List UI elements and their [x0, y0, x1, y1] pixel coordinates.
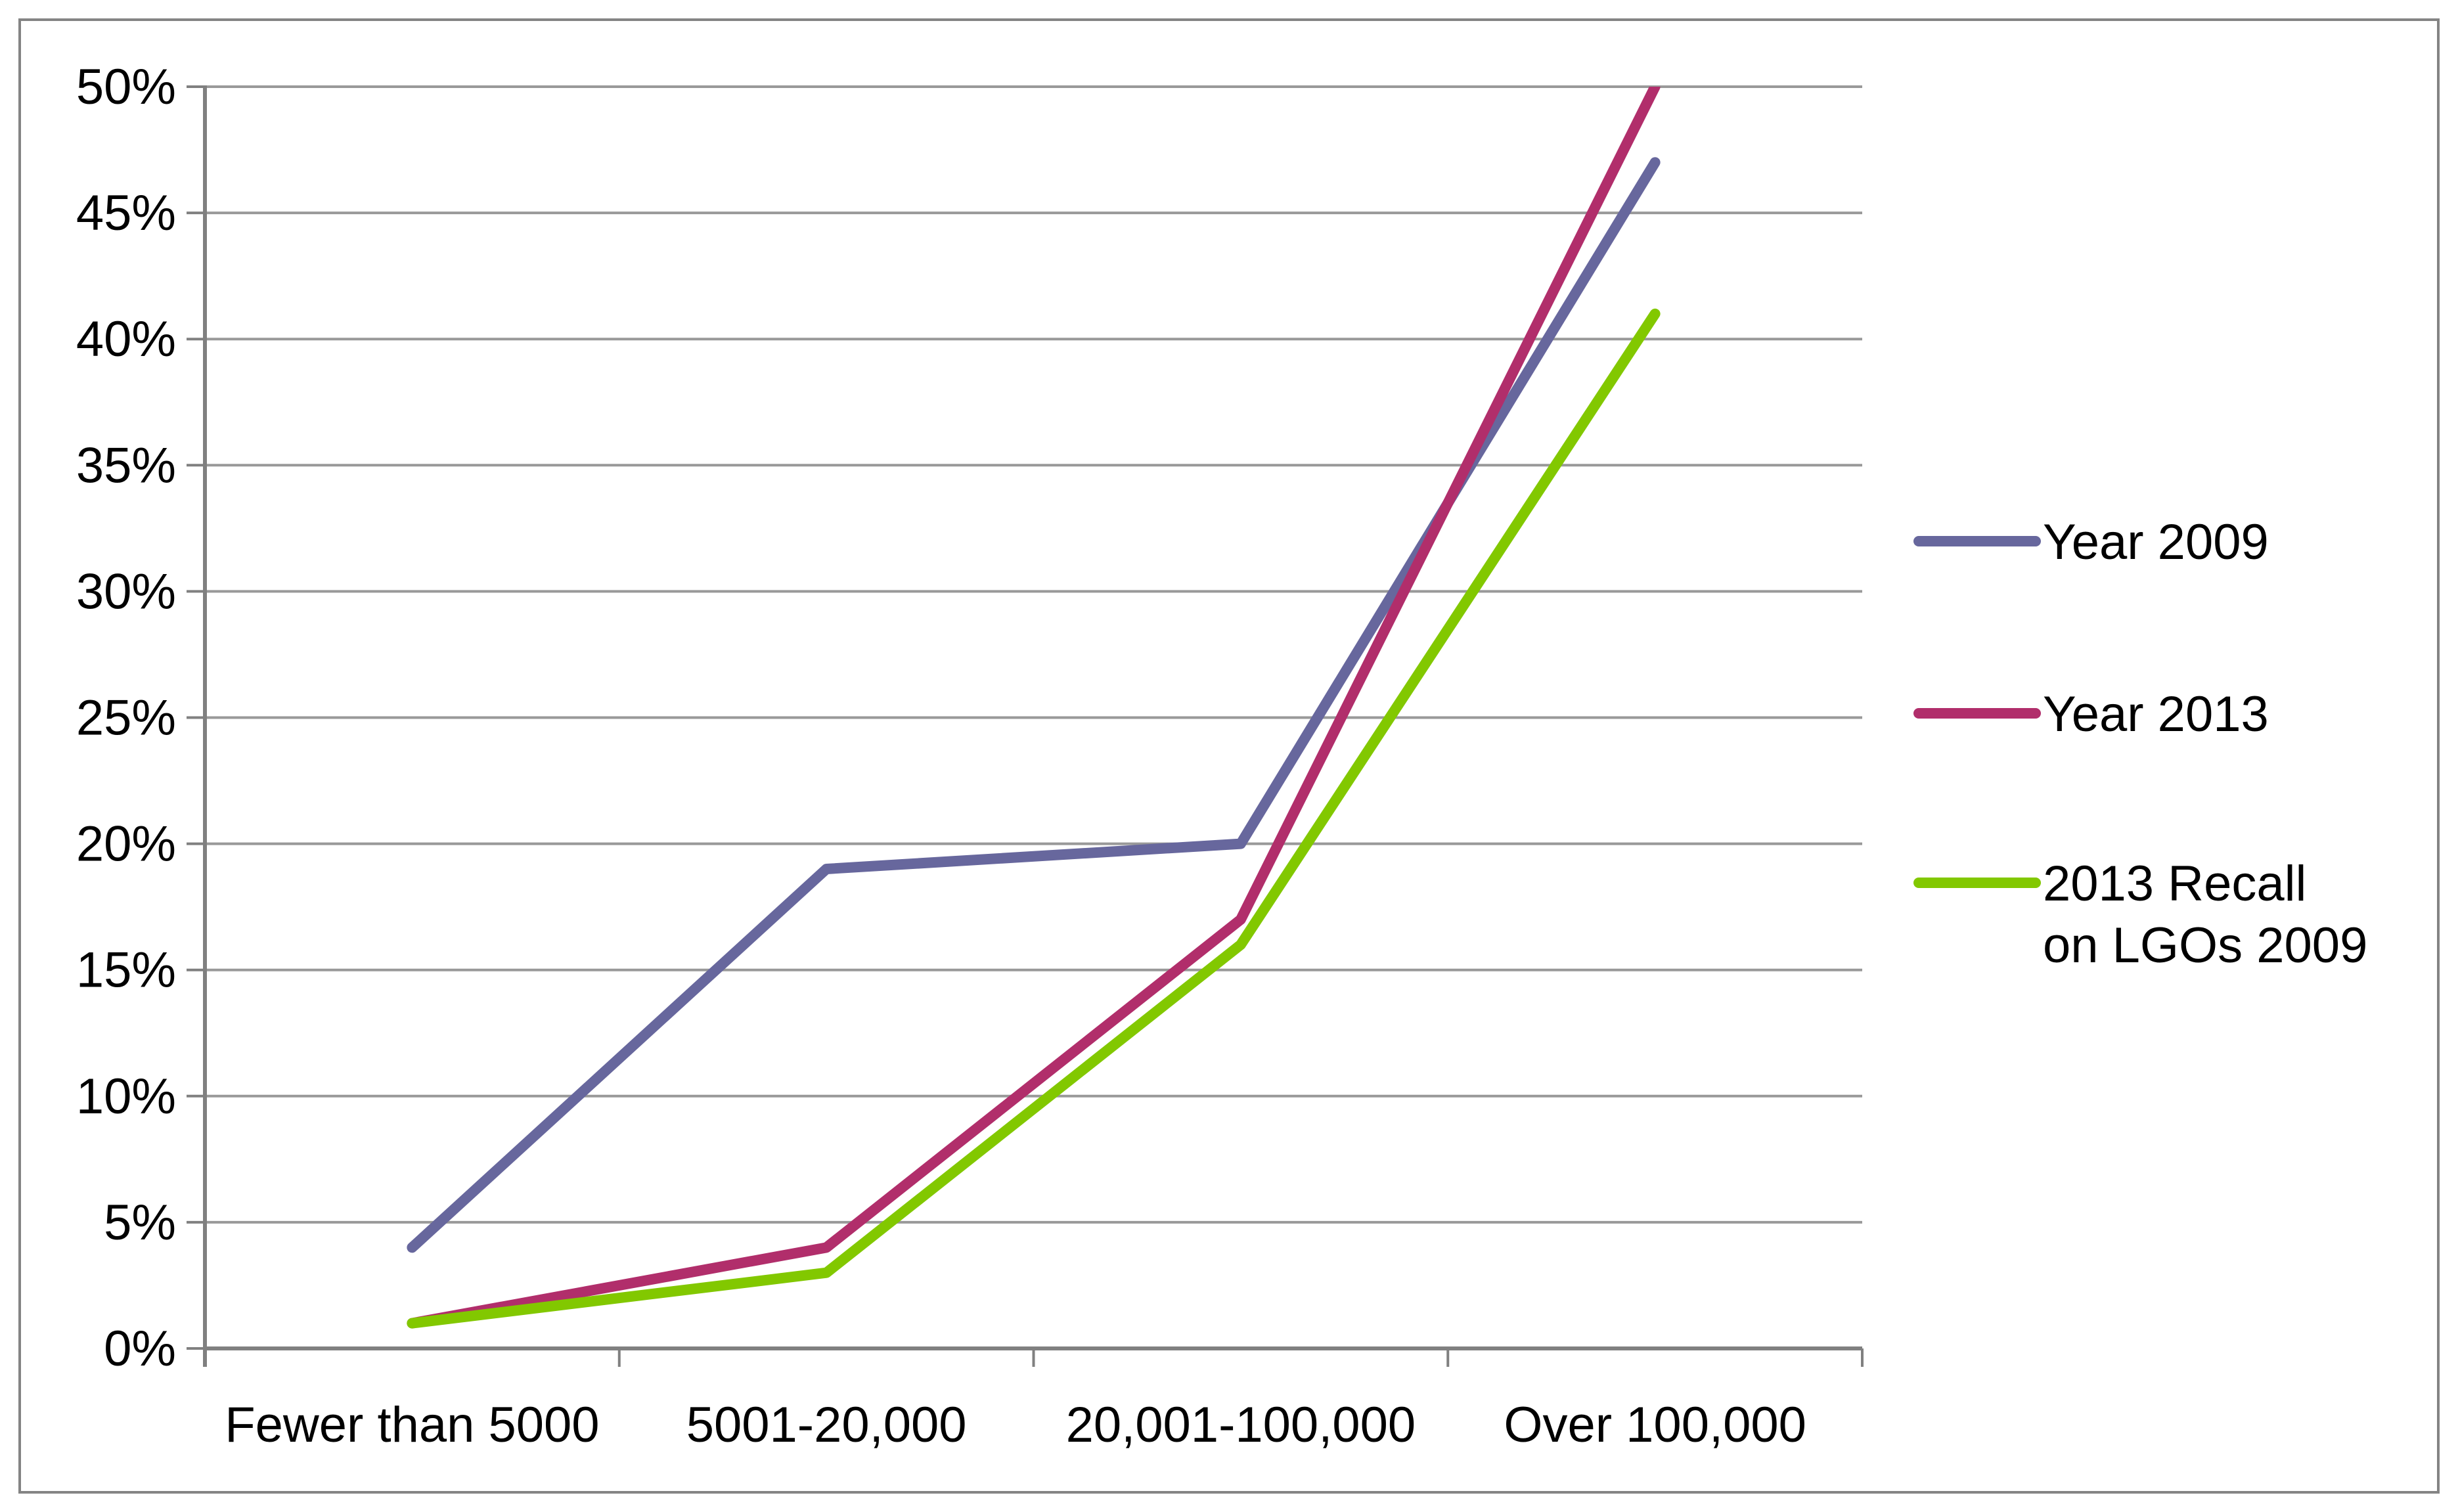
figure-border [18, 18, 2440, 1494]
y-tick-label-30%: 30% [76, 564, 176, 619]
y-tick-label-40%: 40% [76, 311, 176, 367]
x-category-label-3: Over 100,000 [1504, 1397, 1806, 1453]
y-tick-label-45%: 45% [76, 185, 176, 241]
axes [203, 85, 1862, 1367]
x-category-label-1: 5001-20,000 [686, 1397, 967, 1453]
gridlines [187, 85, 1862, 1350]
y-tick-label-0%: 0% [104, 1321, 176, 1377]
legend-label-2013-recall-line1: 2013 Recall [2043, 856, 2306, 912]
series-line-1 [407, 87, 1661, 1329]
y-tick-label-15%: 15% [76, 943, 176, 998]
x-axis-category-labels: Fewer than 5000 5001-20,000 20,001-100,000… [225, 1397, 1806, 1453]
series-line-2 [407, 308, 1661, 1329]
y-tick-label-35%: 35% [76, 437, 176, 493]
legend: Year 2009 Year 2013 2013 Recall on LGOs … [1913, 514, 2367, 973]
legend-label-year-2009: Year 2009 [2043, 514, 2269, 570]
legend-label-year-2013: Year 2013 [2043, 686, 2269, 742]
y-tick-label-10%: 10% [76, 1069, 176, 1124]
y-tick-label-20%: 20% [76, 816, 176, 872]
x-category-label-2: 20,001-100,000 [1066, 1397, 1416, 1453]
y-tick-label-25%: 25% [76, 690, 176, 746]
series-lines [407, 87, 1661, 1329]
y-tick-label-50%: 50% [76, 59, 176, 115]
y-tick-label-5%: 5% [104, 1195, 176, 1251]
x-category-label-0: Fewer than 5000 [225, 1397, 599, 1453]
x-axis-boundary-ticks [204, 1348, 1864, 1367]
y-axis-tick-labels: 0% 5% 10% 15% 20% 25% 30% 35% 40% 45% 50% [76, 59, 176, 1377]
legend-label-2013-recall-line2: on LGOs 2009 [2043, 918, 2367, 973]
